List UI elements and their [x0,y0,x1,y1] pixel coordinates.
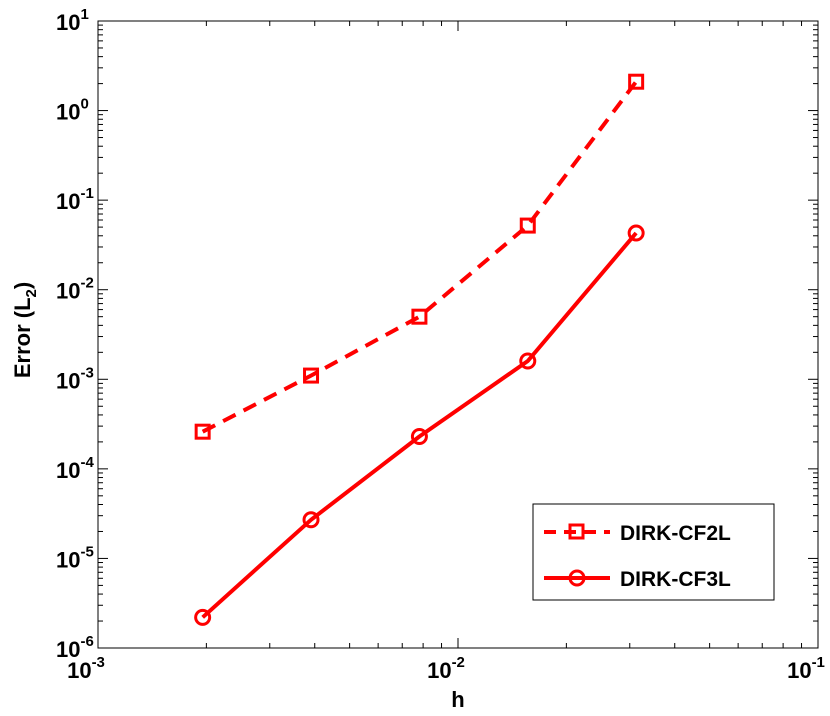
data-point-dirk-cf3l [194,608,212,626]
x-axis-ticks: 10-3 10-2 10-1 [67,21,825,683]
x-tick-label: 10-2 [427,654,465,683]
y-axis-title-close: ) [10,282,35,289]
legend-label-dirk-cf2l: DIRK-CF2L [620,522,731,545]
x-tick-exponent: -2 [452,654,465,671]
legend-label-dirk-cf3l: DIRK-CF3L [620,568,731,591]
y-tick-base: 10 [56,10,80,35]
series-line-dirk-cf3l [201,231,638,619]
legend-marker-dirk-cf3l [568,569,586,587]
data-point-dirk-cf3l [627,224,645,242]
series-dirk-cf3l [194,224,645,626]
y-tick-base: 10 [56,189,80,214]
y-tick-label: 10-2 [56,275,94,304]
y-tick-base: 10 [56,100,80,125]
y-axis-title-main: Error (L [10,297,35,378]
legend-marker-dirk-cf2l [568,523,585,540]
y-tick-base: 10 [56,547,80,572]
y-tick-base: 10 [56,637,80,662]
y-tick-label: 10-6 [56,633,94,662]
y-tick-exponent: -5 [80,543,93,560]
y-tick-label: 10-4 [56,454,94,483]
data-point-dirk-cf2l [303,367,320,384]
x-tick-base: 10 [427,658,451,683]
series-layer [194,73,645,626]
data-point-dirk-cf2l [411,308,428,325]
y-tick-label: 10-5 [56,543,94,572]
x-tick-exponent: -3 [92,654,105,671]
minor-ticks [98,21,818,648]
series-dirk-cf2l [194,73,645,440]
y-tick-base: 10 [56,368,80,393]
data-point-dirk-cf3l [519,352,537,370]
series-line-dirk-cf2l [201,80,638,434]
y-tick-exponent: -4 [80,454,94,471]
y-tick-base: 10 [56,458,80,483]
x-tick-base: 10 [67,658,91,683]
y-tick-exponent: -2 [80,275,93,292]
data-point-dirk-cf2l [519,217,536,234]
y-tick-label: 10-1 [56,185,94,214]
y-tick-label: 100 [56,96,89,125]
y-tick-label: 101 [56,6,89,35]
x-tick-label: 10-1 [787,654,825,683]
x-tick-exponent: -1 [812,654,825,671]
y-tick-exponent: 1 [80,6,88,23]
x-tick-label: 10-3 [67,654,105,683]
y-axis-title: Error (L2) [10,282,40,378]
y-tick-exponent: -6 [80,633,93,650]
x-tick-base: 10 [787,658,811,683]
y-tick-exponent: 0 [80,96,88,113]
legend: DIRK-CF2L DIRK-CF3L [532,503,775,601]
y-axis-title-subscript: 2 [23,289,40,297]
data-point-dirk-cf2l [194,423,211,440]
y-tick-base: 10 [56,279,80,304]
y-tick-exponent: -3 [80,364,93,381]
x-axis-title: h [451,687,464,712]
y-tick-exponent: -1 [80,185,93,202]
y-tick-label: 10-3 [56,364,94,393]
data-point-dirk-cf3l [302,511,320,529]
data-point-dirk-cf3l [410,427,428,445]
data-point-dirk-cf2l [628,73,645,90]
